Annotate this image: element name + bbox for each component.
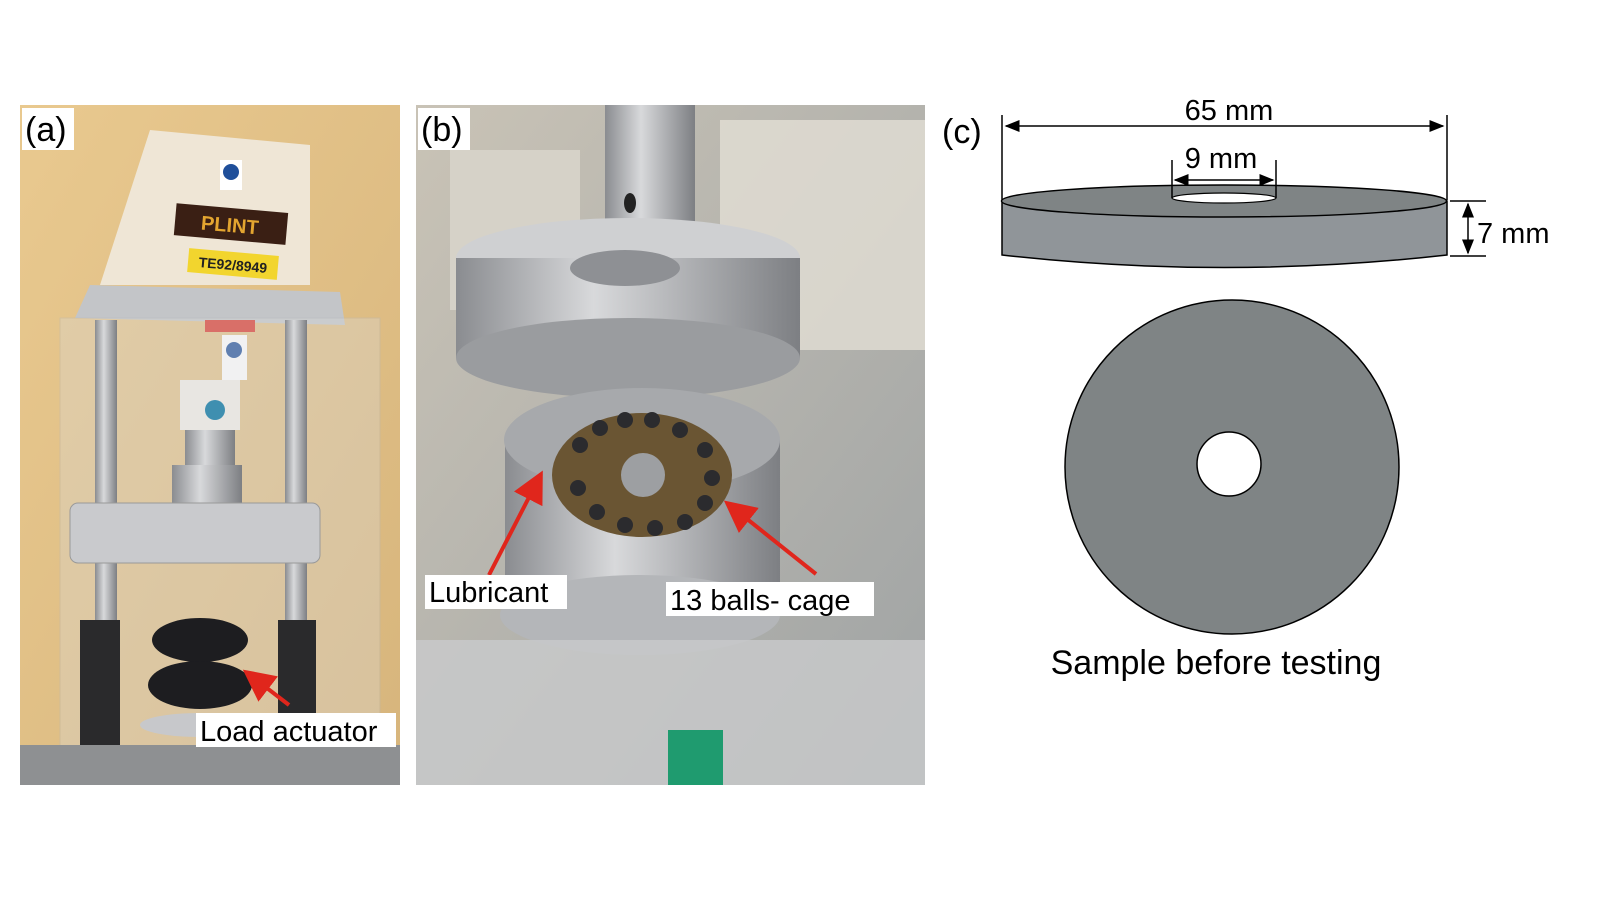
dimension-outer: [1001, 115, 1448, 200]
load-actuator-label: Load actuator: [200, 716, 378, 748]
plint-plate: [173, 203, 289, 245]
disc-top-view: [1064, 299, 1400, 635]
panel-b-label: (b): [421, 111, 463, 149]
disc-side-view: [1000, 184, 1448, 269]
disc-hole-top: [1196, 431, 1262, 497]
thickness-label: 7 mm: [1477, 218, 1550, 250]
plint-brand-text: PLINT: [200, 213, 259, 240]
cage-arrow: [723, 500, 818, 576]
panel-c-label: (c): [942, 113, 982, 151]
load-actuator-arrow: [242, 669, 291, 707]
serial-label: TE92/8949: [198, 254, 268, 276]
sample-caption: Sample before testing: [1051, 644, 1382, 682]
panel-a-photo: PLINT TE92/8949 Load actuator (a): [20, 105, 400, 785]
disc-hole-side: [1171, 192, 1277, 204]
panel-c-diagram: (c) 65 mm 9 mm 7 mm Sample before te: [942, 95, 1550, 682]
crosshead: [69, 502, 321, 564]
panel-b-photo: Lubricant 13 balls- cage (b): [416, 105, 925, 785]
load-actuator-label-box: [196, 713, 396, 747]
dimension-inner: [1171, 160, 1277, 198]
panel-a-label: (a): [25, 111, 67, 149]
outer-diameter-label: 65 mm: [1185, 95, 1274, 127]
lubricant-label: Lubricant: [429, 577, 548, 609]
cage-label: 13 balls- cage: [670, 585, 851, 617]
top-plate: [75, 285, 345, 325]
dimension-thickness: [1450, 200, 1486, 257]
load-actuator-bellows: [152, 618, 248, 662]
lubricant-arrow: [487, 470, 543, 576]
inner-diameter-label: 9 mm: [1185, 143, 1258, 175]
